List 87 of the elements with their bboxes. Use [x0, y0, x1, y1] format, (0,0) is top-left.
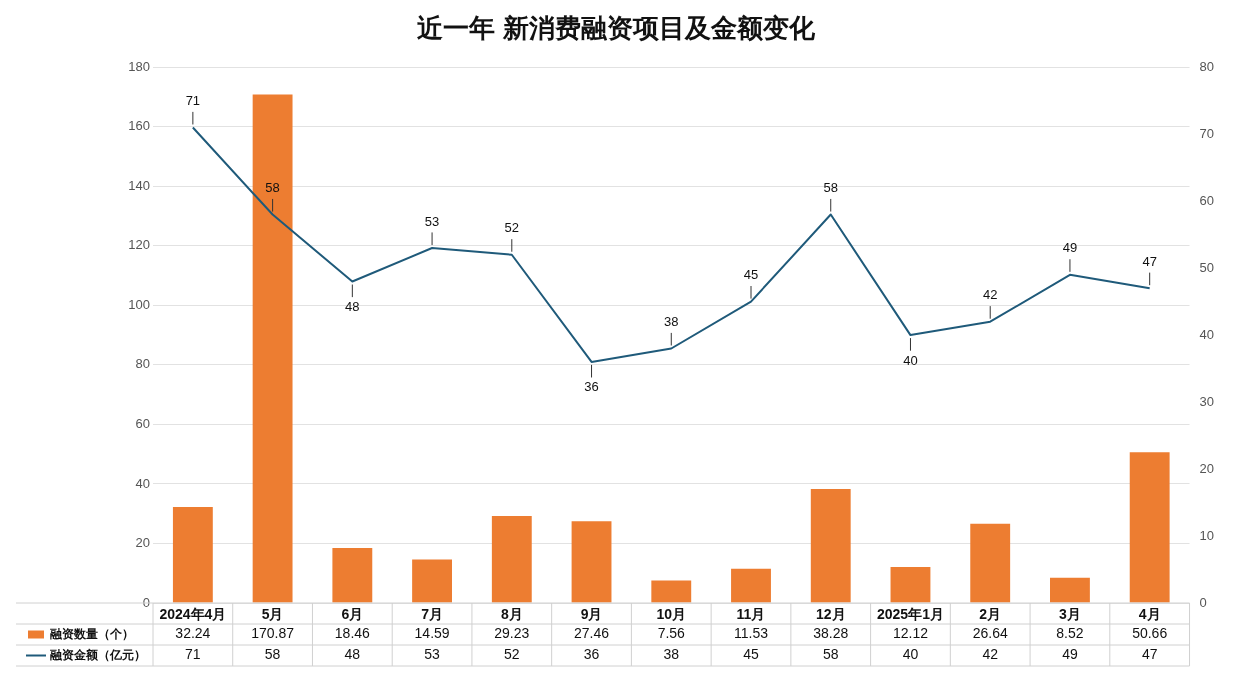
bar [651, 580, 692, 603]
data-label: 42 [982, 646, 999, 663]
data-label: 8.52 [1056, 625, 1084, 642]
data-label: 50.66 [1132, 625, 1168, 642]
y-tick-label: 120 [128, 237, 150, 253]
data-label: 11.53 [734, 625, 769, 642]
annotation: 58 [265, 180, 280, 196]
chart-title: 近一年 新消费融资项目及金额变化 [417, 12, 816, 43]
annotation: 38 [664, 314, 679, 330]
x-tick-label: 8月 [500, 606, 523, 623]
data-label: 29.23 [494, 625, 530, 642]
x-tick-label: 3月 [1059, 606, 1081, 623]
bar [970, 523, 1011, 603]
x-tick-label: 10月 [656, 606, 687, 623]
annotation: 36 [584, 379, 599, 395]
bar [172, 507, 213, 603]
y-tick-label: 140 [128, 177, 150, 193]
y2-tick-label: 30 [1199, 393, 1215, 409]
data-label: 14.59 [414, 625, 450, 642]
x-tick-label: 5月 [261, 606, 284, 623]
y-tick-label: 20 [135, 535, 150, 551]
data-label: 18.46 [334, 625, 371, 642]
y2-tick-label: 70 [1199, 125, 1215, 141]
data-label: 52 [504, 646, 520, 663]
bar [252, 94, 293, 603]
data-label: 58 [264, 646, 281, 663]
bar [731, 568, 771, 603]
annotation: 47 [1142, 253, 1157, 269]
x-tick-label: 7月 [421, 606, 443, 623]
x-tick-label: 2024年4月 [159, 606, 227, 623]
data-label: 36 [583, 646, 600, 663]
y-tick-label: 180 [128, 58, 150, 74]
data-label: 12.12 [892, 625, 929, 642]
x-tick-label: 12月 [815, 606, 846, 623]
bar [332, 548, 373, 603]
x-tick-label: 2025年1月 [877, 606, 944, 623]
x-tick-label: 9月 [580, 606, 603, 623]
annotation: 40 [903, 352, 918, 368]
annotation: 48 [345, 299, 360, 315]
data-label: 45 [743, 646, 759, 663]
y2-tick-label: 60 [1199, 192, 1215, 208]
data-label: 170.87 [251, 625, 295, 642]
y2-tick-label: 20 [1199, 460, 1215, 476]
data-label: 47 [1141, 646, 1158, 663]
data-label: 58 [822, 646, 839, 663]
y2-tick-label: 40 [1199, 326, 1215, 342]
data-label: 71 [185, 646, 201, 663]
x-tick-label: 6月 [341, 606, 364, 623]
y2-tick-label: 0 [1199, 594, 1207, 610]
data-label: 26.64 [972, 625, 1008, 642]
annotation: 52 [504, 220, 520, 236]
bar [412, 559, 452, 603]
annotation: 58 [823, 180, 838, 196]
y-tick-label: 60 [135, 415, 150, 431]
x-tick-label: 4月 [1138, 606, 1161, 623]
data-label: 27.46 [574, 625, 610, 642]
legend-label: 融资金额（亿元） [50, 647, 146, 662]
y2-tick-label: 10 [1199, 527, 1215, 543]
bar [571, 521, 612, 603]
data-label: 38 [663, 646, 680, 663]
annotation: 49 [1062, 240, 1078, 256]
y-tick-label: 40 [135, 475, 150, 491]
data-label: 49 [1062, 646, 1078, 663]
y-tick-label: 100 [128, 296, 150, 312]
annotation: 42 [982, 287, 998, 303]
data-label: 53 [424, 646, 441, 663]
bar [890, 566, 931, 603]
data-label: 40 [902, 646, 919, 663]
bar [1129, 452, 1170, 603]
bar [491, 515, 532, 603]
bar [810, 489, 851, 603]
annotation: 45 [743, 267, 759, 283]
data-label: 7.56 [657, 625, 686, 642]
x-tick-label: 2月 [979, 606, 1002, 623]
data-label: 38.28 [813, 625, 849, 642]
y-tick-label: 0 [142, 594, 150, 610]
annotation: 71 [185, 93, 201, 109]
y-tick-label: 80 [135, 356, 150, 372]
y2-tick-label: 80 [1199, 58, 1215, 74]
data-label: 48 [344, 646, 361, 663]
y-tick-label: 160 [128, 118, 150, 134]
y2-tick-label: 50 [1199, 259, 1215, 275]
bar [1050, 577, 1090, 603]
data-label: 32.24 [175, 625, 211, 642]
annotation: 53 [424, 213, 440, 229]
x-tick-label: 11月 [736, 606, 766, 623]
legend-label: 融资数量（个） [50, 626, 134, 641]
